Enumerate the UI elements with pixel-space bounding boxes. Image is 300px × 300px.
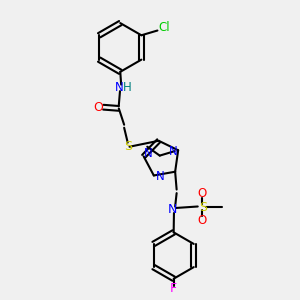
Text: F: F (170, 282, 177, 295)
Text: H: H (123, 81, 131, 94)
Text: O: O (198, 214, 207, 227)
Text: N: N (156, 169, 165, 183)
Text: O: O (93, 101, 103, 114)
Text: S: S (199, 201, 207, 214)
Text: N: N (144, 147, 153, 160)
Text: N: N (115, 81, 124, 94)
Text: S: S (124, 140, 133, 153)
Text: O: O (198, 187, 207, 200)
Text: Cl: Cl (158, 21, 170, 34)
Text: N: N (168, 145, 177, 158)
Text: N: N (167, 203, 177, 216)
